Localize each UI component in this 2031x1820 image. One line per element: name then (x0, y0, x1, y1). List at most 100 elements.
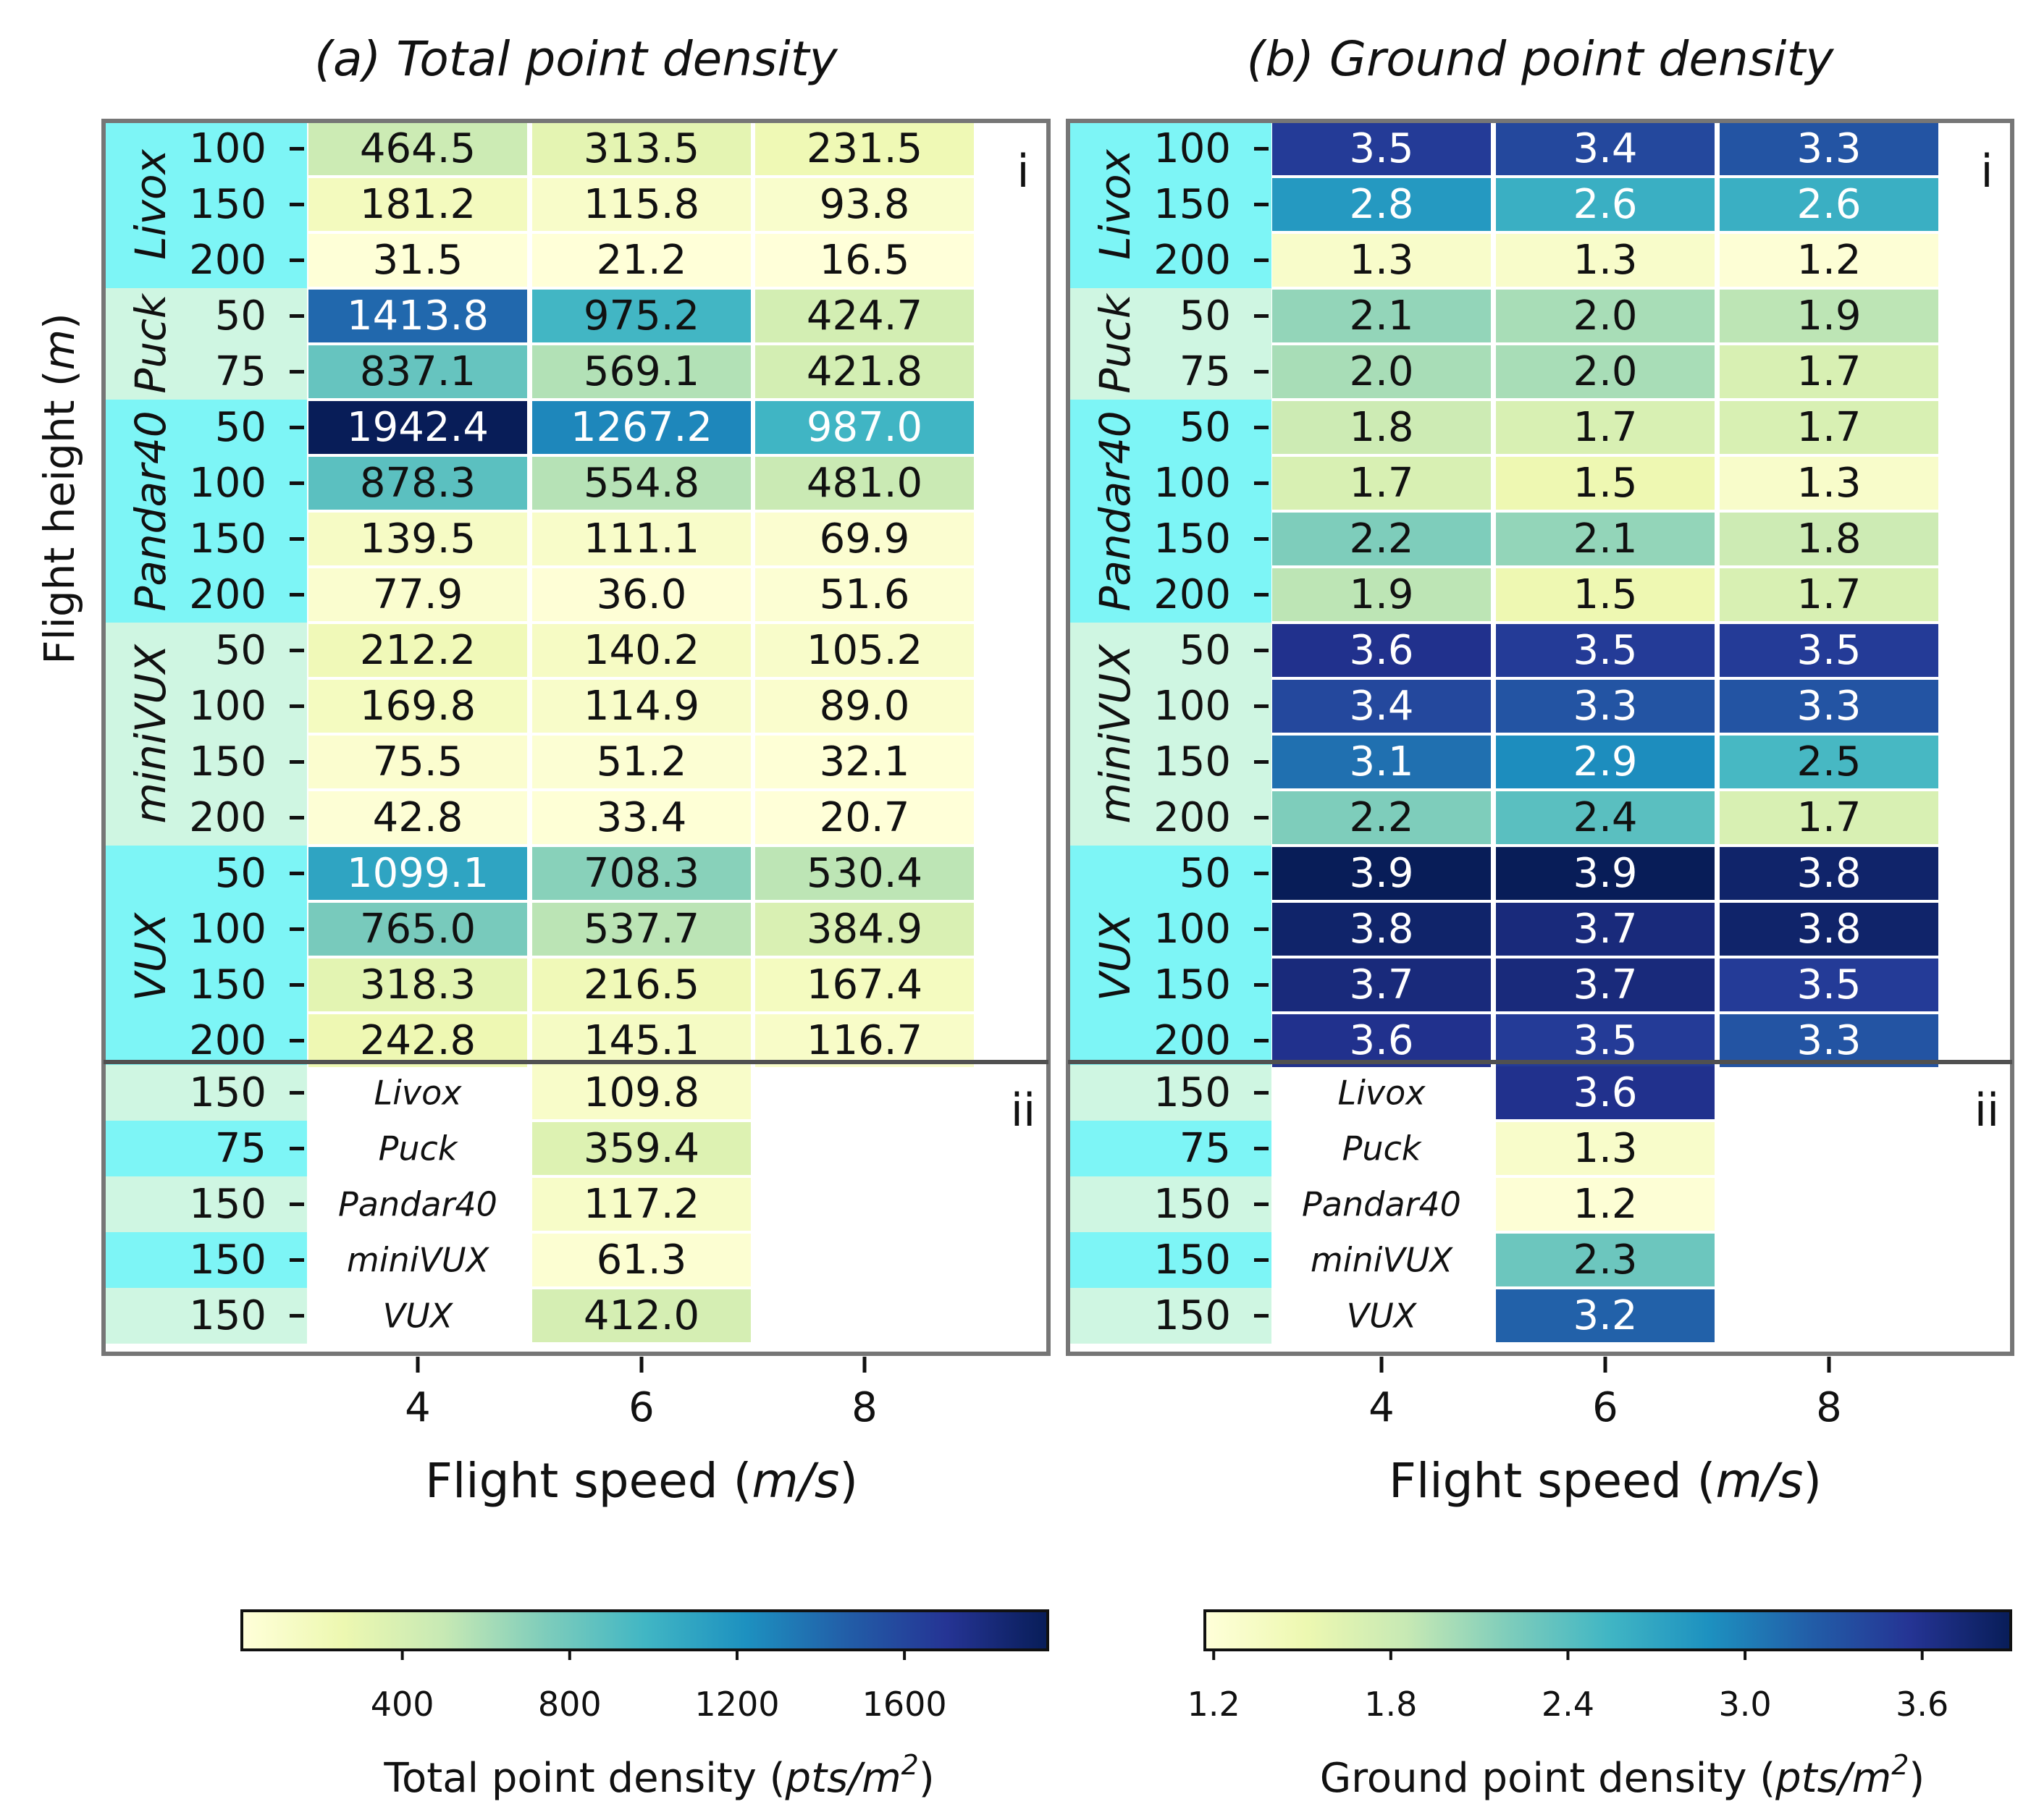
cell-value-label: 61.3 (597, 1236, 687, 1284)
heatmap-cell (1496, 1289, 1715, 1342)
x-tick-label: 4 (1368, 1384, 1395, 1431)
cell-value-label: 69.9 (820, 515, 910, 563)
cell-value-label: 3.5 (1349, 125, 1413, 172)
cell-value-label: 3.9 (1349, 850, 1413, 897)
heatmap-cell (1496, 1178, 1715, 1231)
sensor-band (106, 288, 307, 400)
y-tick-label: 200 (189, 237, 266, 284)
heatmap-cell (308, 791, 527, 844)
cell-value-label: 3.5 (1796, 961, 1861, 1008)
heatmap-cell (1272, 959, 1491, 1011)
sensor-band (106, 623, 307, 846)
heatmap-cell (1496, 847, 1715, 900)
y-tick-label: 200 (189, 794, 266, 841)
heatmap-cell (755, 903, 974, 956)
heatmap-cell (308, 568, 527, 621)
cell-value-label: 554.8 (584, 460, 699, 507)
heatmap-cell (532, 401, 751, 454)
y-tick-label: 50 (1180, 292, 1231, 340)
cell-value-label: 111.1 (584, 515, 699, 563)
y-tick-label: 150 (1153, 515, 1231, 563)
cell-value-label: 3.3 (1796, 1017, 1861, 1064)
heatmap-cell (308, 1014, 527, 1067)
sensor-band (106, 1121, 307, 1176)
cell-value-label: 3.7 (1573, 961, 1637, 1008)
y-tick-label: 150 (189, 1181, 266, 1228)
heatmap-cell (1496, 290, 1715, 342)
heatmap-cell (1272, 345, 1491, 398)
cell-value-label: 318.3 (360, 961, 476, 1008)
heatmap-cell (755, 178, 974, 231)
heatmap-cell (1720, 903, 1938, 956)
heatmap-cell (308, 513, 527, 565)
cell-value-label: 1.7 (1796, 571, 1861, 618)
sensor-label: VUX (126, 912, 175, 1001)
y-tick-label: 50 (215, 850, 266, 897)
heatmap-cell (532, 624, 751, 677)
heatmap-cell (1496, 1234, 1715, 1286)
cell-value-label: 1099.1 (347, 850, 489, 897)
sensor-label: miniVUX (126, 644, 175, 824)
heatmap-cell (1720, 290, 1938, 342)
y-tick-label: 100 (189, 460, 266, 507)
x-tick-label: 6 (628, 1384, 655, 1431)
cell-value-label: 2.6 (1796, 181, 1861, 228)
cell-value-label: 2.0 (1349, 348, 1413, 395)
y-tick-label: 150 (1153, 1069, 1231, 1116)
sensor-label: Pandar40 (1090, 410, 1140, 611)
colorbar-tick-label: 800 (538, 1685, 602, 1724)
heatmap-cell (532, 847, 751, 900)
cell-value-label: 837.1 (360, 348, 476, 395)
heatmap-cell (532, 959, 751, 1011)
sensor-label: Livox (126, 149, 175, 260)
heatmap-cell (532, 234, 751, 287)
sensor-band (106, 1065, 307, 1121)
heatmap-cell (1720, 122, 1938, 175)
heatmap-cell (308, 178, 527, 231)
sensor-band (1070, 121, 1271, 288)
y-tick-label: 75 (215, 348, 266, 395)
heatmap-cell (1496, 1066, 1715, 1119)
colorbar-label: Total point density (pts/m2) (383, 1749, 934, 1802)
section-label-i: i (1017, 145, 1029, 198)
heatmap-cell (1272, 680, 1491, 733)
cell-value-label: 3.7 (1573, 906, 1637, 953)
cell-value-label: 1.7 (1573, 404, 1637, 451)
heatmap-cell (1496, 903, 1715, 956)
heatmap-cell (308, 457, 527, 510)
cell-value-label: 77.9 (373, 571, 463, 618)
cell-value-label: 2.6 (1573, 181, 1637, 228)
heatmap-cell (1496, 457, 1715, 510)
heatmap-cell (1496, 736, 1715, 788)
cell-value-label: 2.1 (1573, 515, 1637, 563)
heatmap-cell (532, 1066, 751, 1119)
cell-value-label: 1942.4 (347, 404, 489, 451)
cell-value-label: 3.2 (1573, 1292, 1637, 1339)
heatmap-cell (755, 345, 974, 398)
sensor-name-label: miniVUX (1311, 1241, 1454, 1280)
cell-value-label: 412.0 (584, 1292, 699, 1339)
heatmap-cell (532, 1178, 751, 1231)
heatmap-cell (1496, 401, 1715, 454)
heatmap-cell (1720, 791, 1938, 844)
y-tick-label: 50 (215, 627, 266, 674)
y-tick-label: 200 (1153, 794, 1231, 841)
heatmap-cell (308, 290, 527, 342)
heatmap-cell (308, 624, 527, 677)
heatmap-cell (1272, 178, 1491, 231)
heatmap-cell (532, 903, 751, 956)
heatmap-cell (1272, 290, 1491, 342)
cell-value-label: 42.8 (373, 794, 463, 841)
sensor-band (106, 400, 307, 623)
heatmap-cell (1496, 568, 1715, 621)
y-axis-label: Flight height (m) (35, 313, 84, 664)
heatmap-cell (1496, 680, 1715, 733)
cell-value-label: 212.2 (360, 627, 476, 674)
heatmap-cell (532, 457, 751, 510)
cell-value-label: 3.3 (1796, 683, 1861, 730)
sensor-name-label: Puck (1342, 1129, 1423, 1168)
cell-value-label: 242.8 (360, 1017, 476, 1064)
heatmap-cell (1720, 513, 1938, 565)
y-tick-label: 50 (215, 292, 266, 340)
y-tick-label: 100 (189, 906, 266, 953)
